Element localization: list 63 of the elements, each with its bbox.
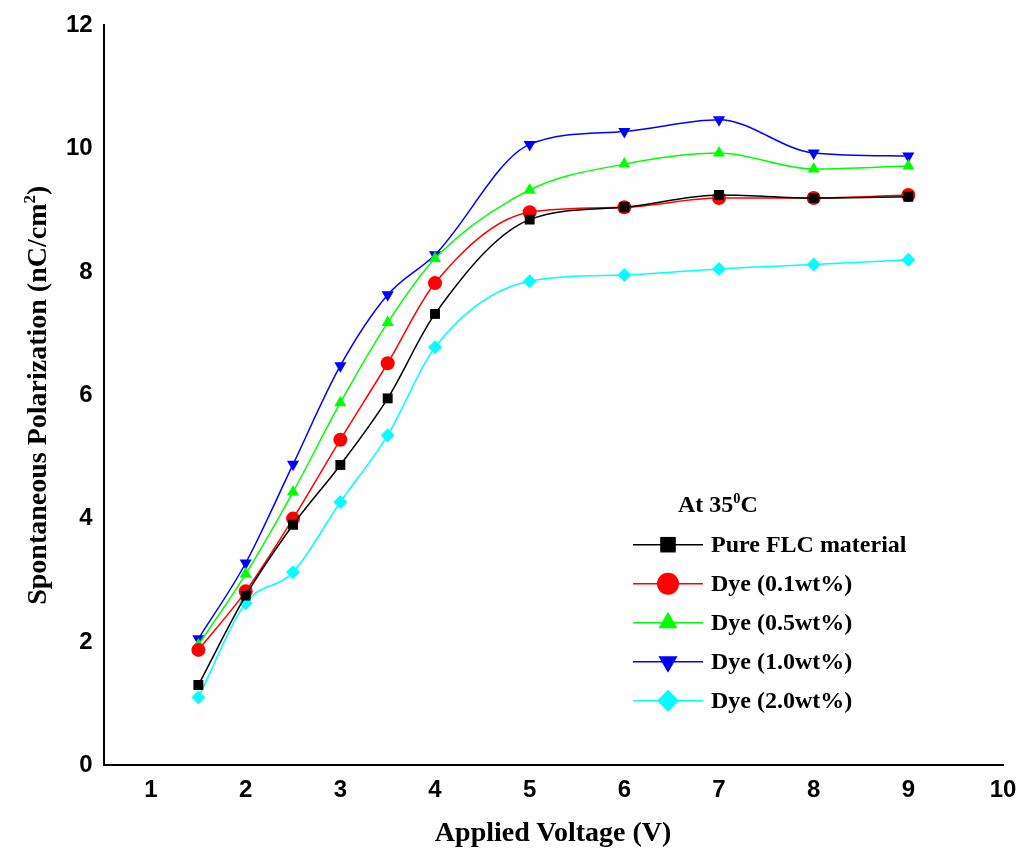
y-tick-label: 12 bbox=[65, 10, 93, 38]
point bbox=[380, 428, 395, 443]
x-tick-label: 6 bbox=[617, 775, 632, 803]
point bbox=[806, 257, 821, 272]
point bbox=[618, 127, 631, 139]
point bbox=[712, 116, 726, 127]
y-tick-label: 6 bbox=[79, 379, 93, 407]
point bbox=[617, 268, 632, 283]
point bbox=[286, 460, 300, 472]
point bbox=[382, 393, 393, 404]
point bbox=[239, 559, 252, 570]
point bbox=[524, 214, 535, 225]
x-tick-label: 2 bbox=[239, 775, 253, 803]
point bbox=[523, 183, 536, 194]
legend-label: Dye (0.5wt%) bbox=[711, 608, 853, 635]
point bbox=[903, 191, 914, 202]
point bbox=[288, 519, 298, 530]
x-axis-title: Applied Voltage (V) bbox=[434, 816, 672, 847]
point bbox=[380, 356, 395, 371]
point bbox=[286, 565, 301, 580]
point bbox=[334, 395, 347, 407]
point bbox=[333, 432, 348, 447]
legend-label: Dye (2.0wt%) bbox=[711, 686, 853, 713]
point bbox=[430, 308, 440, 319]
y-tick-label: 8 bbox=[79, 256, 93, 284]
x-tick-label: 8 bbox=[806, 775, 821, 803]
point bbox=[334, 362, 347, 373]
x-tick-label: 5 bbox=[523, 775, 537, 803]
point bbox=[239, 567, 252, 578]
y-tick-label: 4 bbox=[79, 503, 94, 531]
legend-label: Pure FLC material bbox=[711, 530, 907, 557]
point bbox=[522, 274, 537, 289]
y-tick-label: 2 bbox=[79, 626, 93, 654]
point bbox=[335, 460, 346, 470]
point bbox=[901, 252, 916, 267]
point bbox=[333, 494, 348, 509]
x-tick-label: 3 bbox=[333, 775, 348, 803]
point bbox=[712, 146, 726, 157]
y-tick-label: 0 bbox=[79, 749, 93, 777]
point bbox=[381, 291, 394, 302]
point bbox=[381, 315, 394, 327]
point bbox=[191, 642, 206, 657]
x-tick-label: 1 bbox=[144, 775, 158, 803]
point bbox=[240, 590, 251, 601]
point bbox=[193, 680, 204, 691]
point bbox=[807, 162, 820, 173]
x-tick-label: 9 bbox=[901, 775, 916, 803]
point bbox=[428, 340, 443, 355]
point bbox=[523, 140, 536, 152]
y-axis-title: Spontaneous Polarization (nC/cm2) bbox=[19, 185, 52, 605]
point bbox=[618, 157, 631, 168]
y-tick-label: 10 bbox=[65, 133, 93, 161]
x-tick-label: 7 bbox=[712, 775, 726, 803]
legend-label: Dye (0.1wt%) bbox=[711, 569, 853, 596]
point bbox=[286, 485, 300, 496]
legend-label: Dye (1.0wt%) bbox=[711, 647, 853, 674]
point bbox=[714, 189, 724, 200]
point bbox=[807, 149, 820, 161]
point bbox=[428, 276, 443, 291]
x-tick-label: 10 bbox=[989, 775, 1017, 803]
x-tick-label: 4 bbox=[428, 775, 443, 803]
point bbox=[191, 690, 206, 705]
point bbox=[712, 261, 727, 276]
